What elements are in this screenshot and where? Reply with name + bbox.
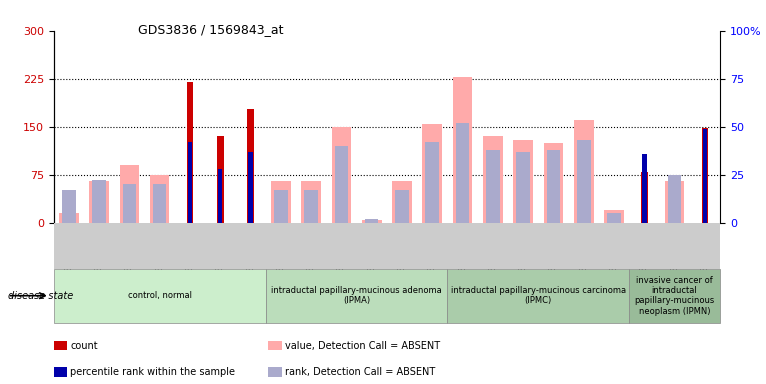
Bar (271, 181, 290, 223)
Bar (150, 175, 169, 223)
Bar (123, 184, 136, 223)
Bar (422, 124, 442, 223)
Text: control, normal: control, normal (128, 291, 192, 300)
Bar (641, 172, 647, 223)
Text: GDS3836 / 1569843_at: GDS3836 / 1569843_at (138, 23, 283, 36)
Bar (425, 142, 439, 223)
Bar (274, 190, 287, 223)
Bar (301, 181, 321, 223)
Bar (642, 154, 647, 223)
Bar (89, 181, 109, 223)
Bar (513, 139, 533, 223)
Bar (607, 213, 620, 223)
Text: rank, Detection Call = ABSENT: rank, Detection Call = ABSENT (285, 367, 435, 377)
Bar (362, 220, 381, 223)
Bar (187, 82, 193, 223)
Bar (59, 213, 79, 223)
Text: percentile rank within the sample: percentile rank within the sample (70, 367, 235, 377)
Bar (248, 152, 253, 223)
Bar (332, 127, 352, 223)
Text: disease state: disease state (8, 291, 73, 301)
Bar (574, 120, 594, 223)
Bar (516, 152, 530, 223)
Bar (92, 180, 106, 223)
Bar (395, 190, 409, 223)
Bar (668, 175, 682, 223)
Bar (577, 140, 591, 223)
Bar (702, 129, 707, 223)
Bar (304, 190, 318, 223)
Text: intraductal papillary-mucinous adenoma
(IPMA): intraductal papillary-mucinous adenoma (… (271, 286, 442, 305)
Bar (665, 181, 685, 223)
Bar (483, 136, 502, 223)
Bar (335, 146, 349, 223)
Bar (119, 165, 139, 223)
Bar (217, 136, 224, 223)
Bar (453, 77, 473, 223)
Bar (486, 150, 499, 223)
Bar (456, 123, 470, 223)
Bar (604, 210, 624, 223)
Text: value, Detection Call = ABSENT: value, Detection Call = ABSENT (285, 341, 440, 351)
Bar (547, 150, 560, 223)
Text: intraductal papillary-mucinous carcinoma
(IPMC): intraductal papillary-mucinous carcinoma… (450, 286, 626, 305)
Bar (544, 143, 563, 223)
Bar (392, 181, 412, 223)
Bar (153, 184, 166, 223)
Bar (247, 109, 254, 223)
Text: count: count (70, 341, 98, 351)
Bar (365, 219, 378, 223)
Bar (188, 142, 192, 223)
Text: invasive cancer of
intraductal
papillary-mucinous
neoplasm (IPMN): invasive cancer of intraductal papillary… (634, 276, 715, 316)
Bar (218, 169, 222, 223)
Bar (62, 190, 76, 223)
Bar (702, 128, 709, 223)
